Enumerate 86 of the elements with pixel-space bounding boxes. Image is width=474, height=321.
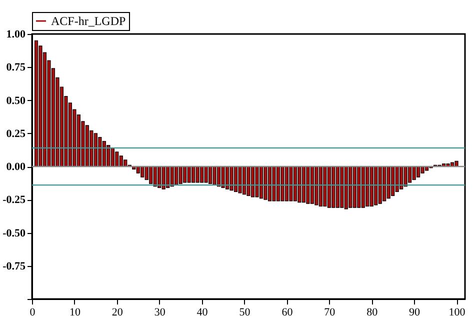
bar — [391, 166, 395, 196]
bar — [183, 166, 187, 183]
bar — [259, 166, 264, 199]
bar — [110, 148, 114, 167]
bar — [174, 166, 178, 186]
y-tick-label: -0.25 — [2, 194, 26, 206]
y-tick-label: -0.75 — [2, 260, 26, 272]
bar — [412, 166, 416, 180]
bar — [102, 141, 106, 167]
bar — [357, 166, 361, 208]
bar — [395, 166, 399, 192]
bar — [255, 166, 259, 198]
bar — [318, 166, 322, 207]
bar — [340, 166, 344, 208]
bar — [348, 166, 352, 208]
bar — [115, 152, 119, 167]
bar — [332, 166, 336, 208]
bar — [98, 137, 102, 167]
bar — [454, 160, 458, 167]
x-tick-label: 20 — [112, 306, 124, 318]
x-tick-label: 60 — [282, 306, 294, 318]
bar — [264, 166, 268, 200]
bar — [344, 166, 348, 210]
bar — [242, 166, 246, 195]
bar — [204, 166, 208, 183]
bar — [314, 166, 318, 206]
bar — [85, 125, 89, 167]
bar — [298, 166, 302, 203]
bar — [106, 145, 110, 167]
bar — [221, 166, 225, 188]
bar — [352, 166, 356, 208]
bar — [280, 166, 284, 202]
bar — [408, 166, 412, 183]
x-tick-label: 100 — [448, 306, 466, 318]
bar — [272, 166, 276, 202]
bar — [323, 166, 327, 207]
bar — [158, 166, 162, 188]
bar — [140, 166, 144, 178]
bar — [386, 166, 390, 199]
x-tick-label: 0 — [30, 306, 36, 318]
bar — [302, 166, 306, 203]
x-tick-label: 10 — [69, 306, 81, 318]
bar — [234, 166, 238, 192]
bar — [246, 166, 250, 196]
x-tick-label: 70 — [324, 306, 336, 318]
bar — [166, 166, 170, 188]
bar — [187, 166, 191, 183]
x-tick-label: 40 — [196, 306, 208, 318]
x-tick-label: 80 — [366, 306, 378, 318]
y-tick-label: 0.50 — [6, 94, 26, 107]
bar — [374, 166, 378, 206]
bar — [192, 166, 196, 183]
bar — [420, 166, 424, 174]
x-tick-label: 50 — [239, 306, 251, 318]
bar — [162, 166, 166, 190]
bar — [400, 166, 404, 190]
x-tick-label: 30 — [154, 306, 166, 318]
bar — [306, 166, 310, 204]
bar — [196, 166, 200, 183]
bar — [268, 166, 272, 202]
bar — [378, 166, 382, 204]
y-tick-label: 0.00 — [6, 161, 26, 173]
bar — [149, 166, 153, 184]
bar — [225, 166, 230, 190]
legend-label: ACF-hr_LGDP — [51, 14, 126, 28]
bar — [366, 166, 370, 207]
y-tick-label: 1.00 — [6, 28, 26, 40]
y-tick-label: 0.75 — [6, 62, 26, 74]
bar — [144, 166, 148, 180]
bar — [382, 166, 386, 202]
y-tick-label: 0.25 — [6, 128, 26, 140]
bar — [250, 166, 255, 198]
bar — [370, 166, 374, 207]
bar — [212, 166, 216, 186]
bar — [238, 166, 242, 194]
bar — [310, 166, 314, 204]
bar — [361, 166, 365, 208]
x-tick-label: 90 — [409, 306, 421, 318]
bar — [230, 166, 234, 191]
bar — [336, 166, 340, 208]
bar — [289, 166, 293, 202]
bar — [178, 166, 182, 184]
bar — [94, 133, 98, 167]
bar — [119, 156, 123, 167]
y-tick-label: -0.50 — [2, 227, 26, 240]
bar — [327, 166, 331, 208]
